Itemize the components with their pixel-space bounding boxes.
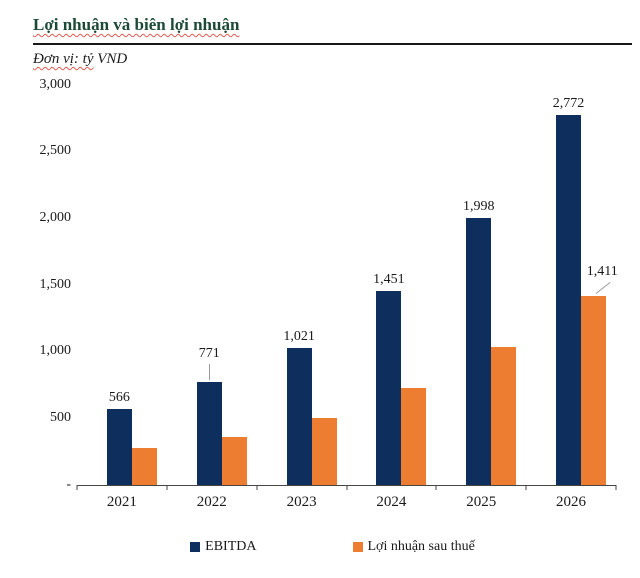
category-group-2025: 1,998 — [446, 200, 536, 485]
axis-tick — [166, 484, 168, 490]
y-axis-label: 2,000 — [39, 209, 72, 225]
x-axis-label-2023: 2023 — [286, 493, 317, 510]
unit-label-wavy: Đơn vị: tỷ — [33, 51, 94, 68]
ebitda-bar-2025: 1,998 — [463, 200, 494, 485]
net-profit-bar-2021 — [131, 447, 157, 485]
category-group-2023: 1,021 — [267, 330, 357, 485]
page-title: Lợi nhuận và biên lợi nhuận — [33, 14, 632, 36]
legend-item-net-profit: Lợi nhuận sau thuế — [352, 538, 475, 555]
ebitda-bar-2023: 1,021 — [283, 330, 315, 485]
x-axis: 2021 2022 2023 2024 2025 2026 — [77, 493, 616, 511]
page-title-text: Lợi nhuận và biên lợi nhuận — [33, 15, 240, 34]
label-leader-line — [209, 363, 211, 380]
axis-tick — [435, 484, 437, 490]
bar-value-label: 566 — [108, 390, 130, 406]
net-profit-bar-2023 — [311, 417, 337, 485]
bar-value-label: 1,021 — [283, 329, 315, 345]
ebitda-bar-2021: 566 — [106, 391, 132, 485]
category-group-2021: 566 — [87, 391, 177, 485]
category-group-2022: 771 — [177, 346, 267, 485]
y-axis: 3,000 2,500 2,000 1,500 1,000 500 - — [33, 77, 77, 491]
y-axis-label: 3,000 — [39, 76, 72, 92]
y-axis-label: 500 — [50, 409, 71, 425]
ebitda-bar-2024: 1,451 — [373, 273, 405, 485]
bar-value-label: 1,411 — [586, 264, 618, 280]
unit-label: Đơn vị: tỷ VND — [33, 50, 632, 70]
legend-label-ebitda: EBITDA — [205, 538, 257, 554]
label-leader-line — [595, 282, 611, 295]
x-axis-label-2021: 2021 — [106, 493, 137, 510]
x-axis-label-2025: 2025 — [466, 493, 497, 510]
y-axis-label: - — [66, 476, 71, 492]
category-group-2026: 2,772 1,411 — [536, 97, 626, 485]
x-axis-label-2022: 2022 — [196, 493, 227, 510]
plot-area: 566 771 1,021 1,451 1,998 2,772 1,411 — [76, 85, 618, 490]
ebitda-bar-2026: 2,772 — [553, 97, 584, 485]
category-group-2024: 1,451 — [356, 273, 446, 485]
bar-chart: 3,000 2,500 2,000 1,500 1,000 500 - 566 771 1,02… — [33, 77, 632, 511]
bar-value-label: 1,998 — [462, 199, 495, 215]
net-profit-bar-2025 — [491, 347, 517, 485]
axis-tick — [346, 484, 347, 490]
net-profit-bar-2024 — [401, 388, 427, 485]
unit-label-rest: VND — [93, 51, 128, 68]
title-divider — [33, 43, 632, 46]
bar-value-label: 771 — [198, 345, 220, 361]
ebitda-bar-2022: 771 — [196, 346, 222, 485]
plot-column: 566 771 1,021 1,451 1,998 2,772 1,411 2021 2022… — [76, 85, 618, 511]
legend-swatch-net-profit — [352, 541, 363, 552]
y-axis-label: 1,500 — [39, 276, 72, 292]
net-profit-bar-2026: 1,411 — [581, 265, 618, 485]
x-axis-label-2026: 2026 — [556, 493, 587, 510]
legend-swatch-ebitda — [190, 541, 201, 552]
axis-tick — [76, 484, 78, 490]
legend-item-ebitda: EBITDA — [190, 538, 257, 555]
x-axis-label-2024: 2024 — [376, 493, 407, 510]
y-axis-label: 2,500 — [39, 143, 72, 159]
legend-label-net-profit: Lợi nhuận sau thuế — [367, 538, 475, 554]
bar-value-label: 2,772 — [552, 96, 585, 111]
axis-tick — [256, 484, 258, 490]
y-axis-label: 1,000 — [39, 343, 72, 359]
bar-value-label: 1,451 — [373, 272, 405, 288]
net-profit-bar-2022 — [221, 437, 247, 485]
legend: EBITDA Lợi nhuận sau thuế — [33, 539, 632, 555]
axis-tick — [615, 484, 617, 490]
axis-tick — [525, 484, 527, 490]
